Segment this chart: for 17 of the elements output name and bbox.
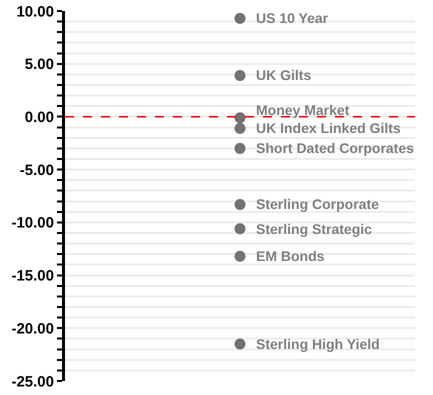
series-label: US 10 Year (256, 10, 329, 26)
y-tick-label: -25.00 (11, 373, 54, 390)
series-label: UK Index Linked Gilts (256, 120, 401, 136)
y-tick-label: -5.00 (20, 162, 54, 179)
y-tick-label: 10.00 (16, 3, 54, 20)
series-label: Short Dated Corporates (256, 140, 414, 156)
y-tick-label: 5.00 (24, 56, 54, 74)
series-label: UK Gilts (256, 67, 312, 83)
series-label: Sterling Corporate (256, 196, 380, 212)
series-label: EM Bonds (256, 248, 325, 264)
y-tick-label: -10.00 (11, 214, 54, 232)
y-tick-label: -15.00 (11, 268, 54, 285)
y-tick-label: 0.00 (24, 108, 54, 126)
series-label: Money Market (256, 102, 350, 118)
series-label: Sterling High Yield (256, 336, 380, 352)
y-tick-label: -20.00 (11, 320, 54, 338)
series-label: Sterling Strategic (256, 221, 372, 237)
